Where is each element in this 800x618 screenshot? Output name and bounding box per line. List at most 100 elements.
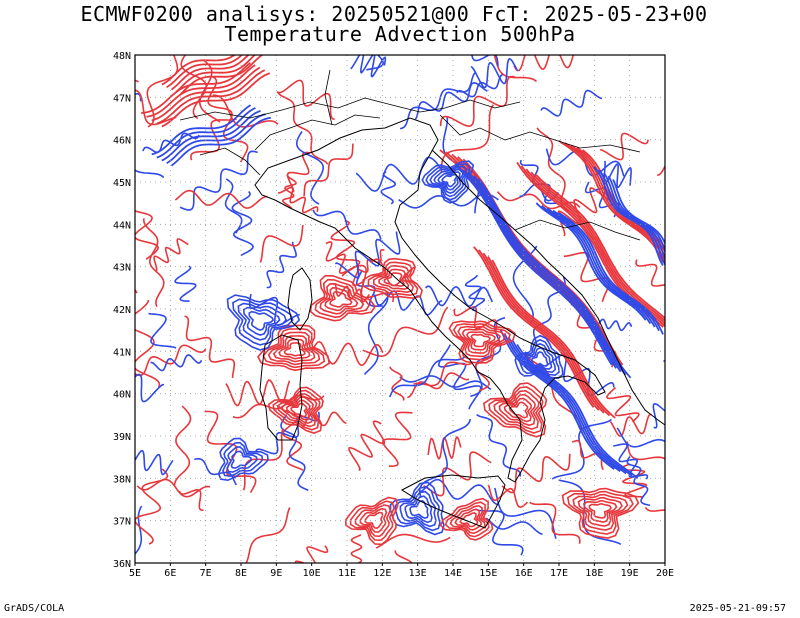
cold-contour bbox=[592, 166, 664, 266]
warm-contour bbox=[180, 55, 264, 95]
warm-contour bbox=[135, 288, 138, 294]
balkan-coastline bbox=[431, 149, 665, 426]
cold-contour bbox=[226, 446, 258, 473]
cold-contour bbox=[156, 107, 256, 159]
cold-contour bbox=[151, 104, 252, 156]
italy-coastline bbox=[254, 117, 606, 483]
warm-contour bbox=[657, 164, 665, 176]
cold-contour bbox=[541, 205, 652, 325]
cold-contour bbox=[230, 450, 253, 469]
map-title: ECMWF0200 analisys: 20250521@00 FcT: 202… bbox=[80, 2, 708, 26]
warm-contour bbox=[470, 333, 491, 348]
warm-contour bbox=[319, 282, 365, 315]
warm-contour bbox=[501, 453, 571, 494]
sicily-coastline bbox=[400, 474, 506, 529]
cold-contour bbox=[433, 168, 465, 194]
lat-label-47N: 47N bbox=[113, 93, 131, 104]
lat-label-39N: 39N bbox=[113, 432, 131, 443]
lon-label-17E: 17E bbox=[550, 568, 568, 579]
cold-contour bbox=[380, 170, 396, 205]
warm-contour bbox=[535, 174, 665, 320]
cold-contour bbox=[388, 355, 467, 398]
warm-contour bbox=[184, 315, 236, 378]
grid-lines bbox=[135, 55, 665, 563]
cold-contour bbox=[350, 55, 387, 78]
warm-contour bbox=[606, 386, 640, 423]
lon-label-8E: 8E bbox=[235, 568, 247, 579]
warm-contour bbox=[413, 361, 473, 387]
cold-contour bbox=[161, 110, 261, 162]
warm-contour bbox=[566, 490, 634, 535]
warm-contour bbox=[267, 331, 321, 366]
warm-contour bbox=[383, 272, 405, 287]
warm-contour bbox=[449, 504, 486, 535]
warm-contour bbox=[278, 338, 311, 360]
lon-label-15E: 15E bbox=[479, 568, 497, 579]
warm-contour bbox=[170, 55, 250, 91]
cold-contour bbox=[248, 310, 275, 331]
warm-contour bbox=[290, 402, 308, 418]
warm-contour bbox=[498, 393, 536, 427]
warm-contour bbox=[367, 261, 419, 297]
cold-contour bbox=[217, 437, 269, 482]
warm-contour bbox=[364, 511, 384, 529]
warm-contour bbox=[178, 488, 204, 512]
warm-contour bbox=[146, 64, 256, 118]
warm-contour bbox=[389, 366, 405, 401]
cold-contour bbox=[334, 231, 401, 279]
warm-contour bbox=[198, 60, 221, 123]
lat-tick-labels: 36N 37N 38N 39N 40N 41N 42N 43N 44N 45N 46N 47N 48N bbox=[113, 51, 131, 570]
warm-contour bbox=[277, 186, 319, 214]
warm-contour bbox=[330, 220, 361, 277]
warm-contour bbox=[482, 252, 605, 414]
warm-contour bbox=[503, 397, 533, 423]
warm-contour bbox=[439, 75, 516, 128]
warm-contour bbox=[457, 325, 506, 358]
warm-contour bbox=[136, 478, 211, 498]
warm-contour bbox=[362, 257, 423, 300]
cold-contour bbox=[425, 285, 494, 308]
corsica-coastline bbox=[287, 267, 313, 331]
warm-contour bbox=[135, 299, 161, 388]
lat-label-40N: 40N bbox=[113, 390, 131, 401]
warm-contour bbox=[473, 246, 595, 408]
cold-contour bbox=[242, 306, 281, 336]
lon-label-18E: 18E bbox=[585, 568, 603, 579]
cold-contour bbox=[456, 73, 504, 98]
cold-contour bbox=[135, 449, 174, 476]
warm-contour bbox=[644, 506, 665, 512]
cold-contour bbox=[404, 495, 433, 524]
advection-contours bbox=[135, 55, 665, 563]
country-borders bbox=[179, 69, 641, 241]
software-credit: GrADS/COLA bbox=[4, 603, 65, 614]
lat-label-42N: 42N bbox=[113, 305, 131, 316]
lon-label-19E: 19E bbox=[621, 568, 639, 579]
lat-label-37N: 37N bbox=[113, 517, 131, 528]
warm-contour bbox=[407, 372, 470, 399]
warm-contour bbox=[272, 389, 321, 431]
lat-label-36N: 36N bbox=[113, 559, 131, 570]
cold-contour bbox=[437, 344, 482, 410]
warm-contour bbox=[373, 264, 414, 294]
warm-contour bbox=[277, 79, 335, 120]
warm-contour bbox=[173, 405, 192, 485]
warm-contour bbox=[281, 174, 297, 209]
cold-contour bbox=[593, 318, 633, 332]
warm-contour bbox=[354, 504, 392, 538]
warm-contour bbox=[491, 259, 616, 419]
lon-tick-labels: 5E 6E 7E 8E 9E 10E 11E 12E 13E 14E 15E 16E 17E 18E 19E… bbox=[129, 563, 674, 579]
lat-label-46N: 46N bbox=[113, 136, 131, 147]
warm-contour bbox=[536, 127, 569, 213]
warm-contour bbox=[153, 238, 189, 272]
warm-contour bbox=[444, 501, 490, 538]
cold-contour bbox=[179, 150, 258, 211]
warm-contour bbox=[448, 320, 516, 364]
warm-contour bbox=[583, 499, 618, 523]
cold-contour bbox=[535, 202, 647, 321]
cold-contour bbox=[494, 487, 557, 539]
warm-contour bbox=[349, 500, 395, 542]
lat-label-45N: 45N bbox=[113, 178, 131, 189]
cold-contour bbox=[266, 241, 298, 289]
warm-contour bbox=[609, 413, 652, 438]
warm-contour bbox=[452, 323, 511, 361]
